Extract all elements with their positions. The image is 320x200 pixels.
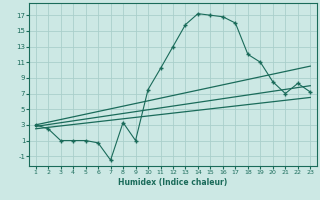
- X-axis label: Humidex (Indice chaleur): Humidex (Indice chaleur): [118, 178, 228, 187]
